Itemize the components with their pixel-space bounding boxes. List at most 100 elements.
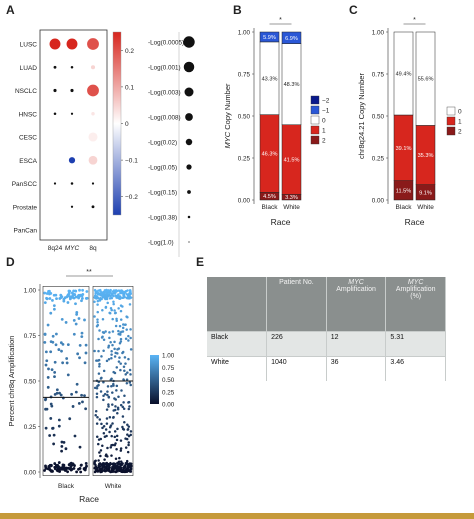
data-point bbox=[44, 350, 48, 354]
data-point bbox=[106, 301, 109, 305]
data-point bbox=[118, 324, 122, 328]
data-point bbox=[99, 469, 102, 473]
dot bbox=[88, 155, 98, 165]
data-label: 49.4% bbox=[396, 71, 412, 77]
myc-copy-number-chart: 0.00 0.25 0.50 0.75 1.00 Black White 4.5% 46.3% 4… bbox=[223, 17, 330, 227]
data-point bbox=[77, 401, 81, 405]
data-point bbox=[111, 462, 114, 466]
data-point bbox=[97, 358, 101, 362]
data-point bbox=[119, 340, 123, 343]
data-point bbox=[129, 433, 132, 437]
data-point bbox=[107, 405, 110, 408]
data-point bbox=[102, 463, 106, 467]
data-point bbox=[113, 443, 117, 447]
data-point bbox=[52, 293, 56, 297]
data-point bbox=[65, 361, 69, 365]
data-point bbox=[110, 350, 113, 353]
data-point bbox=[123, 465, 126, 469]
data-point bbox=[127, 357, 130, 361]
data-point bbox=[78, 356, 81, 360]
dot bbox=[69, 134, 75, 140]
data-point bbox=[117, 332, 120, 336]
data-point bbox=[113, 408, 117, 412]
data-point bbox=[84, 462, 88, 465]
data-point bbox=[118, 456, 121, 460]
data-point bbox=[78, 344, 82, 347]
data-point bbox=[100, 467, 103, 470]
data-point bbox=[72, 332, 76, 336]
data-point bbox=[62, 299, 66, 303]
data-point bbox=[75, 470, 78, 474]
data-point bbox=[98, 418, 102, 421]
data-point bbox=[84, 297, 88, 300]
data-point bbox=[69, 461, 73, 465]
data-point bbox=[118, 469, 122, 473]
data-point bbox=[103, 289, 107, 292]
data-point bbox=[117, 329, 120, 333]
y-tick-label: 0.25 bbox=[238, 156, 251, 163]
data-point bbox=[45, 407, 49, 411]
data-point bbox=[116, 427, 119, 431]
size-legend-dot bbox=[183, 61, 195, 73]
data-point bbox=[81, 292, 85, 296]
data-point bbox=[106, 390, 109, 393]
data-point bbox=[129, 383, 132, 387]
data-point bbox=[110, 353, 113, 356]
data-point bbox=[84, 343, 88, 347]
data-point bbox=[120, 291, 124, 295]
size-legend-dot bbox=[185, 113, 193, 121]
size-legend-label: -Log(1.0) bbox=[148, 240, 174, 247]
data-point bbox=[51, 334, 55, 338]
plot-frame bbox=[39, 29, 108, 241]
data-point bbox=[119, 304, 123, 307]
data-point bbox=[125, 296, 129, 300]
data-point bbox=[108, 331, 111, 334]
data-point bbox=[57, 461, 61, 464]
data-point bbox=[102, 381, 105, 384]
data-point bbox=[53, 375, 56, 379]
data-point bbox=[101, 309, 104, 312]
data-label: 9.1% bbox=[419, 190, 432, 196]
data-point bbox=[96, 318, 99, 321]
table-cell: 3.46 bbox=[385, 356, 446, 381]
data-point bbox=[118, 356, 121, 359]
data-point bbox=[114, 467, 118, 470]
legend-label: 2 bbox=[458, 129, 462, 136]
data-point bbox=[93, 300, 96, 303]
footer-bar bbox=[0, 513, 474, 519]
data-point bbox=[93, 296, 97, 299]
data-point bbox=[117, 463, 120, 466]
data-point bbox=[64, 447, 68, 451]
significance-label: * bbox=[279, 17, 282, 24]
legend-swatch bbox=[446, 106, 456, 116]
data-point bbox=[48, 434, 52, 437]
data-point bbox=[110, 384, 113, 388]
data-point bbox=[104, 297, 107, 301]
data-point bbox=[52, 307, 56, 311]
data-point bbox=[84, 351, 88, 355]
data-point bbox=[117, 395, 120, 399]
data-point bbox=[99, 454, 102, 458]
legend-label: 0 bbox=[458, 109, 462, 116]
data-point bbox=[50, 368, 54, 372]
data-point bbox=[96, 415, 99, 419]
data-point bbox=[93, 315, 96, 318]
data-point bbox=[80, 393, 83, 397]
y-tick-label: 1.00 bbox=[238, 30, 251, 37]
size-legend-dot bbox=[188, 241, 190, 243]
percent-amplification-chart: 0.00 0.25 0.50 0.75 1.00 Black White ** Race Perc… bbox=[7, 269, 175, 504]
data-point bbox=[75, 313, 79, 316]
data-point bbox=[109, 461, 112, 465]
dot bbox=[88, 132, 98, 142]
data-point bbox=[50, 469, 54, 473]
data-point bbox=[109, 470, 112, 474]
data-point bbox=[73, 434, 77, 438]
data-point bbox=[80, 331, 84, 335]
data-point bbox=[111, 330, 115, 333]
data-point bbox=[46, 385, 50, 389]
data-point bbox=[72, 296, 76, 300]
data-point bbox=[94, 292, 97, 295]
legend-label: 0 bbox=[322, 118, 326, 125]
legend-label: 1 bbox=[322, 128, 326, 135]
data-point bbox=[107, 469, 111, 472]
